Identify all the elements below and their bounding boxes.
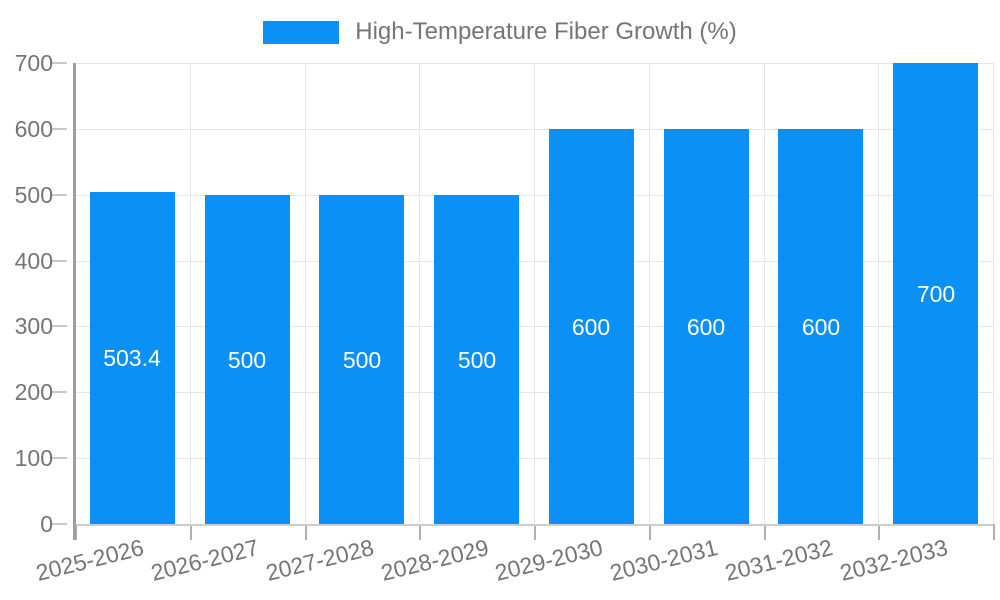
x-tick-label: 2032-2033 (837, 534, 951, 586)
bar[interactable] (549, 129, 634, 524)
y-axis-tick (52, 325, 67, 327)
y-tick-label: 300 (14, 313, 53, 339)
gridline-v (993, 63, 994, 524)
bar[interactable] (778, 129, 863, 524)
gridline-v (534, 63, 535, 524)
gridline-v (764, 63, 765, 524)
bar[interactable] (664, 129, 749, 524)
legend-label: High-Temperature Fiber Growth (%) (355, 18, 737, 45)
x-axis-tick (419, 524, 421, 540)
x-tick-label: 2026-2027 (148, 534, 262, 586)
bar[interactable] (319, 195, 404, 524)
x-axis-tick (534, 524, 536, 540)
x-tick-label: 2027-2028 (263, 534, 377, 586)
y-axis-tick (52, 457, 67, 459)
y-axis-tick (52, 128, 67, 130)
x-axis-tick (993, 524, 995, 540)
x-tick-label: 2028-2029 (378, 534, 492, 586)
gridline-v (419, 63, 420, 524)
x-axis-tick (878, 524, 880, 540)
y-axis-tick (52, 523, 67, 525)
legend-swatch-icon (263, 20, 340, 44)
x-axis-tick (649, 524, 651, 540)
bar[interactable] (205, 195, 290, 524)
x-tick-label: 2030-2031 (607, 534, 721, 586)
gridline-v (878, 63, 879, 524)
y-axis-tick (52, 62, 67, 64)
bar-value-label: 503.4 (103, 345, 161, 371)
x-tick-label: 2029-2030 (492, 534, 606, 586)
bar[interactable] (893, 63, 978, 524)
x-axis-line (75, 524, 993, 526)
bar-value-label: 600 (571, 314, 611, 340)
x-tick-label: 2031-2032 (722, 534, 836, 586)
legend-item[interactable]: High-Temperature Fiber Growth (%) (263, 18, 737, 46)
bar[interactable] (434, 195, 519, 524)
bar-value-label: 500 (342, 347, 382, 373)
x-axis-tick (75, 524, 77, 540)
y-axis-tick (52, 194, 67, 196)
y-tick-label: 700 (14, 50, 53, 76)
y-tick-label: 600 (14, 116, 53, 142)
x-axis-tick (764, 524, 766, 540)
bar-value-label: 500 (457, 347, 497, 373)
gridline-v (190, 63, 191, 524)
y-tick-label: 0 (40, 511, 53, 537)
y-tick-label: 500 (14, 182, 53, 208)
bar[interactable] (90, 192, 175, 524)
bar-value-label: 700 (916, 281, 956, 307)
x-axis-tick (305, 524, 307, 540)
bar-value-label: 500 (227, 347, 267, 373)
chart-legend: High-Temperature Fiber Growth (%) (0, 18, 1000, 46)
y-axis-line (73, 63, 76, 540)
bar-value-label: 600 (686, 314, 726, 340)
y-tick-label: 400 (14, 248, 53, 274)
bar-value-label: 600 (801, 314, 841, 340)
y-tick-label: 100 (14, 445, 53, 471)
y-tick-label: 200 (14, 379, 53, 405)
x-axis-tick (190, 524, 192, 540)
gridline-v (305, 63, 306, 524)
gridline-v (649, 63, 650, 524)
x-tick-label: 2025-2026 (33, 534, 147, 586)
y-axis-tick (52, 391, 67, 393)
y-axis-tick (52, 260, 67, 262)
